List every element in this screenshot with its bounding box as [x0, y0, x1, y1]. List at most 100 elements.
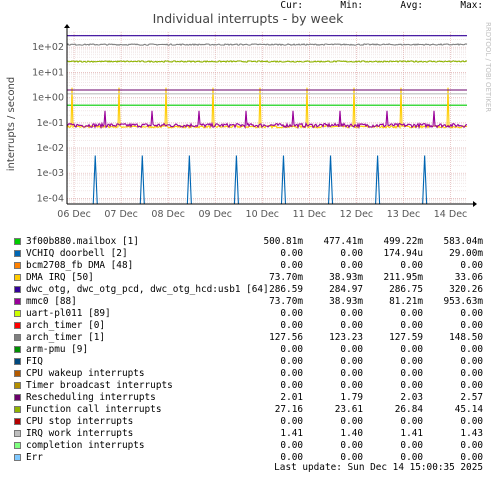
legend-value: 953.63m: [443, 296, 483, 307]
legend-swatch: [14, 322, 21, 329]
legend-series-name: 3f00b880.mailbox [1]: [26, 236, 139, 247]
series-line: [139, 155, 145, 205]
legend-swatch: [14, 358, 21, 365]
legend-series-name: Err: [26, 452, 43, 463]
legend-value: 1.79: [340, 392, 363, 403]
legend-value: 0.00: [460, 308, 483, 319]
legend-value: 320.26: [449, 284, 483, 295]
series-line: [66, 43, 468, 47]
y-axis-arrow: [64, 24, 70, 28]
legend-swatch: [14, 430, 21, 437]
legend-series-name: Rescheduling interrupts: [26, 392, 156, 403]
legend-value: 0.00: [400, 368, 423, 379]
legend-row: Timer broadcast interrupts 0.00 0.00 0.00 0.…: [14, 380, 497, 392]
legend-value: 0.00: [340, 248, 363, 259]
legend-value: 29.00m: [449, 248, 483, 259]
legend-value: 0.00: [280, 368, 303, 379]
legend-value: 0.00: [340, 260, 363, 271]
legend-swatch: [14, 382, 21, 389]
legend-swatch: [14, 310, 21, 317]
series-line: [375, 155, 381, 205]
legend-value: 500.81m: [263, 236, 303, 247]
legend-value: 1.41: [400, 428, 423, 439]
legend-value: 38.93m: [329, 296, 363, 307]
legend-value: 73.70m: [269, 272, 303, 283]
legend-value: 211.95m: [383, 272, 423, 283]
x-tick-label: 06 Dec: [57, 209, 91, 220]
legend-value: 0.00: [400, 452, 423, 463]
legend-value: 0.00: [280, 452, 303, 463]
legend-row: bcm2708_fb DMA [48] 0.00 0.00 0.00 0.00: [14, 260, 497, 272]
legend-value: 0.00: [460, 368, 483, 379]
legend-series-name: CPU stop interrupts: [26, 416, 134, 427]
x-tick-label: 11 Dec: [293, 209, 327, 220]
legend-column-header: Min:: [340, 0, 363, 11]
last-update: Last update: Sun Dec 14 15:00:35 2025: [274, 462, 483, 473]
legend-value: 0.00: [400, 380, 423, 391]
legend-column-header: Avg:: [400, 0, 423, 11]
legend-value: 0.00: [280, 380, 303, 391]
legend-series-name: Timer broadcast interrupts: [26, 380, 173, 391]
legend-value: 38.93m: [329, 272, 363, 283]
legend-value: 123.23: [329, 332, 363, 343]
legend-value: 0.00: [460, 416, 483, 427]
legend-value: 0.00: [340, 368, 363, 379]
legend-value: 0.00: [400, 260, 423, 271]
legend-swatch: [14, 454, 21, 461]
legend-value: 0.00: [280, 356, 303, 367]
legend-swatch: [14, 262, 21, 269]
legend-row: Err 0.00 0.00 0.00 0.00: [14, 452, 497, 464]
legend-value: 45.14: [454, 404, 483, 415]
legend-series-name: CPU wakeup interrupts: [26, 368, 145, 379]
legend-value: 499.22m: [383, 236, 423, 247]
legend-swatch: [14, 346, 21, 353]
legend-series-name: arch_timer [1]: [26, 332, 106, 343]
y-tick-label: 1e-04: [37, 193, 64, 204]
legend-value: 0.00: [280, 344, 303, 355]
series-line: [422, 155, 428, 205]
legend-series-name: dwc_otg, dwc_otg_pcd, dwc_otg_hcd:usb1 […: [26, 284, 269, 295]
legend-value: 0.00: [460, 260, 483, 271]
x-tick-label: 10 Dec: [246, 209, 280, 220]
legend-row: mmc0 [88] 73.70m 38.93m 81.21m 953.63m: [14, 296, 497, 308]
legend-value: 284.97: [329, 284, 363, 295]
legend-row: Function call interrupts 27.16 23.61 26.84 4…: [14, 404, 497, 416]
legend-value: 0.00: [280, 308, 303, 319]
legend-series-name: FIQ: [26, 356, 43, 367]
series-line: [233, 155, 239, 205]
legend-value: 0.00: [460, 440, 483, 451]
legend-row: IRQ work interrupts 1.41 1.40 1.41 1.43: [14, 428, 497, 440]
legend-value: 81.21m: [389, 296, 423, 307]
legend-value: 1.43: [460, 428, 483, 439]
legend-value: 0.00: [460, 452, 483, 463]
legend-value: 477.41m: [323, 236, 363, 247]
legend-value: 0.00: [340, 440, 363, 451]
legend-value: 0.00: [280, 320, 303, 331]
legend-value: 583.04m: [443, 236, 483, 247]
legend-value: 0.00: [340, 416, 363, 427]
legend-value: 174.94u: [383, 248, 423, 259]
series-line: [280, 155, 287, 205]
legend-row: CPU wakeup interrupts 0.00 0.00 0.00 0.00: [14, 368, 497, 380]
legend-row: CPU stop interrupts 0.00 0.00 0.00 0.00: [14, 416, 497, 428]
legend-swatch: [14, 406, 21, 413]
legend-value: 2.01: [280, 392, 303, 403]
y-tick-label: 1e-02: [37, 143, 64, 154]
x-tick-label: 08 Dec: [151, 209, 185, 220]
legend-series-name: uart-pl011 [89]: [26, 308, 111, 319]
x-tick-label: 07 Dec: [104, 209, 138, 220]
legend-value: 286.75: [389, 284, 423, 295]
legend-row: uart-pl011 [89] 0.00 0.00 0.00 0.00: [14, 308, 497, 320]
legend-value: 0.00: [400, 320, 423, 331]
legend-value: 0.00: [400, 440, 423, 451]
legend-series-name: mmc0 [88]: [26, 296, 77, 307]
legend-value: 33.06: [454, 272, 483, 283]
y-tick-label: 1e-01: [37, 118, 64, 129]
y-tick-label: 1e+01: [32, 67, 64, 78]
legend-value: 73.70m: [269, 296, 303, 307]
x-tick-label: 13 Dec: [387, 209, 421, 220]
legend-series-name: DMA IRQ [50]: [26, 272, 94, 283]
legend-value: 0.00: [280, 416, 303, 427]
series-line: [66, 60, 468, 64]
legend-swatch: [14, 370, 21, 377]
